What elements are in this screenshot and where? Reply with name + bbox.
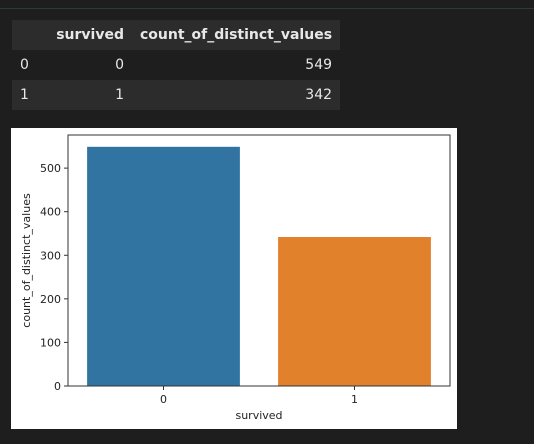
count-column-header: count_of_distinct_values: [140, 27, 333, 43]
y-axis-label: count_of_distinct_values: [20, 193, 33, 328]
x-tick-label: 0: [160, 393, 167, 406]
index-header: [12, 20, 46, 50]
bar-chart-output: 0 1 0 100 200 300 400 500 survived count_of_disti…: [11, 128, 457, 429]
survived-column-header: survived: [56, 27, 124, 43]
x-tick-label: 1: [351, 393, 358, 406]
count-cell: 549: [305, 57, 333, 73]
y-tick-label: 0: [54, 380, 61, 393]
survived-cell: 0: [115, 57, 124, 73]
bar-chart: 0 1 0 100 200 300 400 500 survived count_of_disti…: [20, 134, 451, 422]
y-tick-label: 100: [40, 336, 61, 349]
plot-frame: [67, 134, 451, 387]
y-tick-label: 300: [40, 249, 61, 262]
y-tick-label: 400: [40, 206, 61, 219]
bar-1: [278, 237, 431, 386]
table-row: 0 0 549: [12, 50, 341, 80]
table-header-row: survived count_of_distinct_values: [12, 20, 341, 50]
row-index: 1: [20, 87, 29, 103]
row-index: 0: [20, 57, 29, 73]
previous-cell-border: [0, 0, 534, 9]
y-tick-label: 200: [40, 293, 61, 306]
y-tick-label: 500: [40, 162, 61, 175]
count-cell: 342: [305, 87, 333, 103]
table-row: 1 1 342: [12, 80, 341, 110]
x-axis-label: survived: [235, 409, 282, 422]
bar-0: [87, 146, 240, 386]
dataframe-table: survived count_of_distinct_values 0 0 54…: [12, 20, 341, 110]
survived-cell: 1: [115, 87, 124, 103]
